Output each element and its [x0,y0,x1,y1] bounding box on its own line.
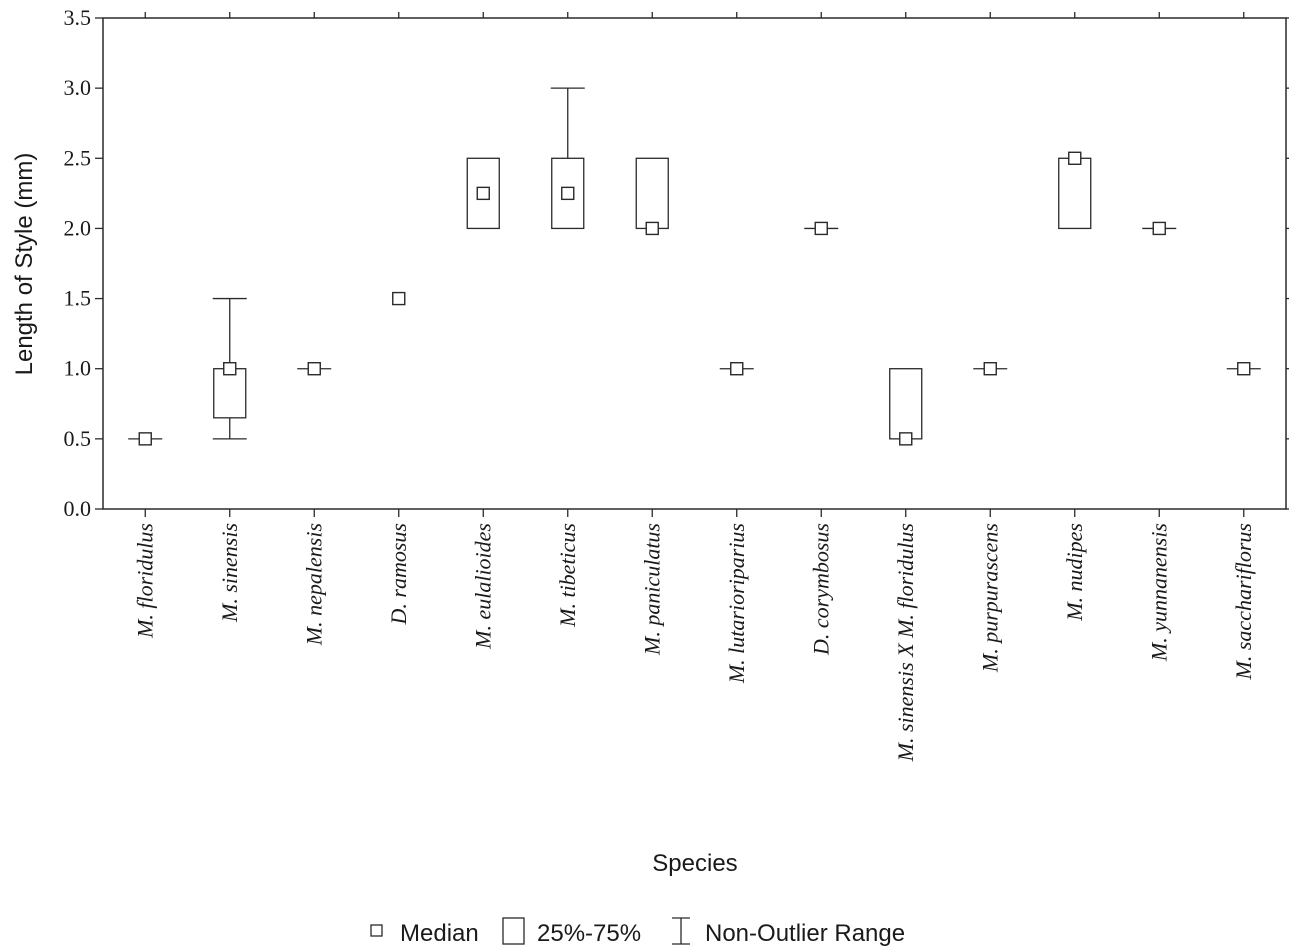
box-group [550,87,585,230]
x-category-label: M. tibeticus [555,523,580,628]
x-category-label: D. corymbosus [808,523,833,656]
iqr-box [213,368,247,419]
x-category-label: M. sinensis X M. floridulus [893,523,918,762]
legend-median-symbol [370,924,383,937]
y-tick-label: 2.5 [64,145,92,170]
y-tick-label: 3.5 [64,5,92,30]
median-marker [138,432,152,446]
x-category-label: M. nepalensis [301,523,326,646]
median-marker [307,362,321,376]
legend-whisker-symbol [672,917,690,945]
box-group [212,297,247,440]
box-marks [128,87,1261,446]
legend-whisker-label: Non-Outlier Range [705,920,905,946]
y-tick-label: 0.5 [64,426,92,451]
y-axis-title: Length of Style (mm) [11,153,38,376]
y-tick-label: 0.0 [64,496,92,521]
y-axis: 0.0 0.5 1.0 1.5 2.0 2.5 3.0 3.5 [64,5,1289,521]
x-axis-title: Species [652,850,737,877]
x-axis: M. floridulus M. sinensis M. nepalensis D. … [132,12,1256,762]
x-category-label: M. lutarioriparius [724,523,749,684]
box-group [804,221,839,236]
y-tick-label: 2.0 [64,215,92,240]
legend-median-label: Median [400,920,479,946]
x-category-label: M. floridulus [132,523,157,639]
x-category-label: D. ramosus [386,523,411,625]
box-group [1226,362,1261,376]
median-marker [899,432,913,446]
median-marker [476,186,490,201]
box-group [466,157,500,230]
median-marker [645,221,659,236]
box-group [297,362,332,376]
iqr-box [889,368,923,440]
median-marker [223,362,237,376]
median-marker [392,291,406,306]
median-marker [1237,362,1251,376]
median-marker [561,186,575,201]
legend-box-label: 25%-75% [537,920,641,946]
box-group [889,368,923,446]
y-tick-label: 1.5 [64,286,92,311]
legend: Median 25%-75% Non-Outlier Range [370,917,905,946]
x-category-label: M. nudipes [1062,523,1087,622]
box-group [719,362,754,376]
median-marker [1152,221,1166,236]
x-category-label: M. eulalioides [470,523,495,650]
x-category-label: M. sacchariflorus [1231,523,1256,680]
x-category-label: M. yunnanensis [1146,523,1171,662]
iqr-box [635,157,669,230]
median-marker [730,362,744,376]
x-category-label: M. paniculatus [639,523,664,656]
median-marker [983,362,997,376]
box-group [1058,151,1092,230]
box-group [392,291,406,306]
x-category-label: M. sinensis [217,523,242,623]
median-marker [814,221,828,236]
median-marker [1068,151,1082,165]
x-category-label: M. purpurascens [977,523,1002,673]
box-group [128,432,163,446]
iqr-box [1058,157,1092,230]
y-tick-label: 3.0 [64,75,92,100]
y-tick-label: 1.0 [64,356,92,381]
box-group [1142,221,1177,236]
plot-frame [102,17,1287,510]
box-group [973,362,1008,376]
box-group [635,157,669,236]
legend-box-symbol [502,917,525,945]
